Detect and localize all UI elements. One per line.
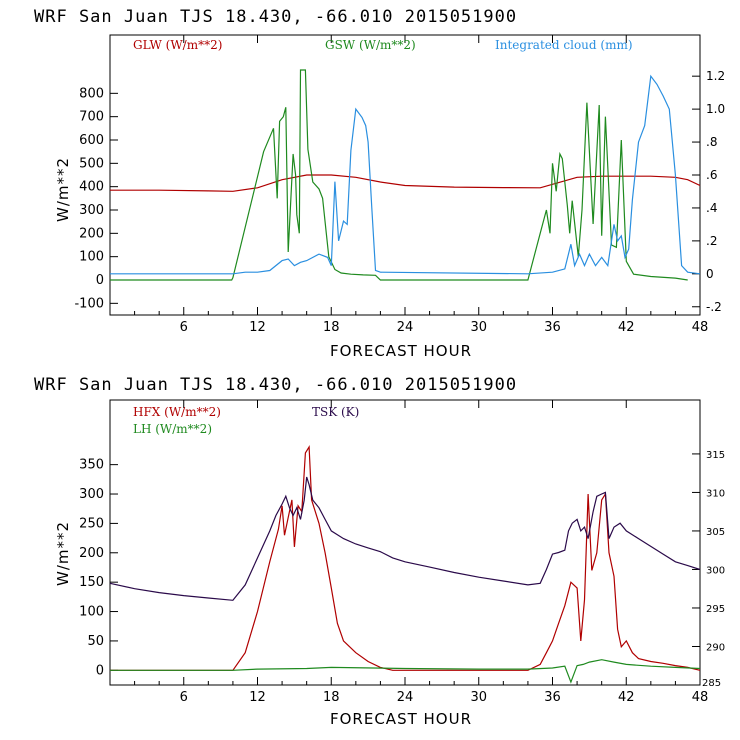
- chart2-frame: [109, 399, 701, 686]
- x-tick-label: 48: [692, 320, 709, 335]
- y2-tick-label: 305: [706, 527, 725, 538]
- chart2-y-axis: 0 50 100 150 200 250 300 350: [79, 458, 118, 678]
- chart1-legend-glw: GLW (W/m**2): [133, 38, 222, 52]
- y-tick-label: 600: [79, 133, 104, 148]
- chart2-legend-hfx: HFX (W/m**2): [133, 405, 221, 419]
- y-tick-label: 350: [79, 458, 104, 473]
- chart1-header: WRF San Juan TJS 18.430, -66.010 2015051…: [34, 7, 517, 27]
- y-tick-label: 0: [96, 663, 104, 678]
- x-tick-label: 42: [618, 690, 635, 705]
- series-hfx: [110, 445, 701, 671]
- y2-tick-label: 1.0: [706, 102, 725, 116]
- y-tick-label: 100: [79, 250, 104, 265]
- chart2-x-label: FORECAST HOUR: [330, 710, 472, 728]
- x-tick-label: 48: [692, 690, 709, 705]
- y-tick-label: 50: [87, 634, 104, 649]
- x-tick-label: 24: [397, 320, 414, 335]
- y-tick-label: 100: [79, 605, 104, 620]
- chart2-y-label: W/m**2: [54, 521, 72, 586]
- y-tick-label: 400: [79, 180, 104, 195]
- panel-radiation: WRF San Juan TJS 18.430, -66.010 2015051…: [34, 7, 725, 360]
- x-tick-label: 6: [180, 690, 188, 705]
- x-tick-label: 6: [180, 320, 188, 335]
- chart1-x-label: FORECAST HOUR: [330, 342, 472, 360]
- y2-tick-label: 295: [706, 604, 725, 615]
- x-tick-label: 30: [470, 320, 487, 335]
- series-lh: [110, 659, 701, 684]
- series-glw: [110, 174, 701, 192]
- y2-tick-label: 300: [706, 565, 725, 576]
- y2-tick-label: 1.2: [706, 69, 725, 83]
- y-tick-label: 500: [79, 156, 104, 171]
- series-gsw: [110, 69, 688, 281]
- chart2-series: [109, 445, 701, 684]
- y-tick-label: 300: [79, 487, 104, 502]
- chart1-legend-gsw: GSW (W/m**2): [325, 38, 416, 52]
- y2-tick-label: -.2: [706, 300, 722, 314]
- chart1-y2-axis: -.2 0 .2 .4 .6 .8 1.0 1.2: [692, 69, 725, 314]
- x-tick-label: 18: [323, 690, 340, 705]
- x-tick-label: 24: [397, 690, 414, 705]
- y2-tick-label: 0: [706, 267, 714, 281]
- chart2-x-axis: 6 12 18 24 30 36 42 48: [134, 400, 709, 705]
- chart2-header: WRF San Juan TJS 18.430, -66.010 2015051…: [34, 375, 517, 395]
- x-tick-label: 36: [544, 690, 561, 705]
- y2-tick-label: .2: [706, 234, 717, 248]
- series-integrated: [110, 74, 701, 275]
- y2-tick-label: .4: [706, 201, 717, 215]
- chart1-x-axis: 6 12 18 24 30 36 42 48: [134, 35, 709, 335]
- y2-tick-label: 315: [706, 450, 725, 461]
- chart1-y-label: W/m**2: [54, 157, 72, 222]
- y-tick-label: 200: [79, 546, 104, 561]
- chart2-legend-lh: LH (W/m**2): [133, 422, 212, 436]
- chart2-y2-axis: 290 295 300 305 310 315: [692, 450, 725, 653]
- y-tick-label: 800: [79, 86, 104, 101]
- chart1-legend-cloud: Integrated cloud (mm): [495, 38, 633, 52]
- y-tick-label: 150: [79, 575, 104, 590]
- y2-tick-label: 310: [706, 488, 725, 499]
- x-tick-label: 30: [470, 690, 487, 705]
- x-tick-label: 36: [544, 320, 561, 335]
- y-tick-label: 0: [96, 273, 104, 288]
- y2-tick-label: .8: [706, 135, 717, 149]
- y-tick-label: 250: [79, 516, 104, 531]
- chart1-series: [110, 69, 701, 281]
- panel-surface-flux: WRF San Juan TJS 18.430, -66.010 2015051…: [34, 375, 725, 728]
- x-tick-label: 18: [323, 320, 340, 335]
- y-tick-label: -100: [74, 296, 104, 311]
- y-tick-label: 300: [79, 203, 104, 218]
- y2-tick-label: .6: [706, 168, 717, 182]
- series-tsk: [109, 476, 701, 601]
- x-tick-label: 42: [618, 320, 635, 335]
- y2-tick-label: 290: [706, 642, 725, 653]
- x-tick-label: 12: [249, 690, 266, 705]
- chart1-y-axis: -100 0 100 200 300 400 500 600 700 800: [74, 86, 118, 311]
- x-tick-label: 12: [249, 320, 266, 335]
- chart2-legend-tsk: TSK (K): [312, 405, 359, 419]
- chart2-y2-bottom-label: 285: [702, 678, 721, 689]
- y-tick-label: 200: [79, 226, 104, 241]
- y-tick-label: 700: [79, 110, 104, 125]
